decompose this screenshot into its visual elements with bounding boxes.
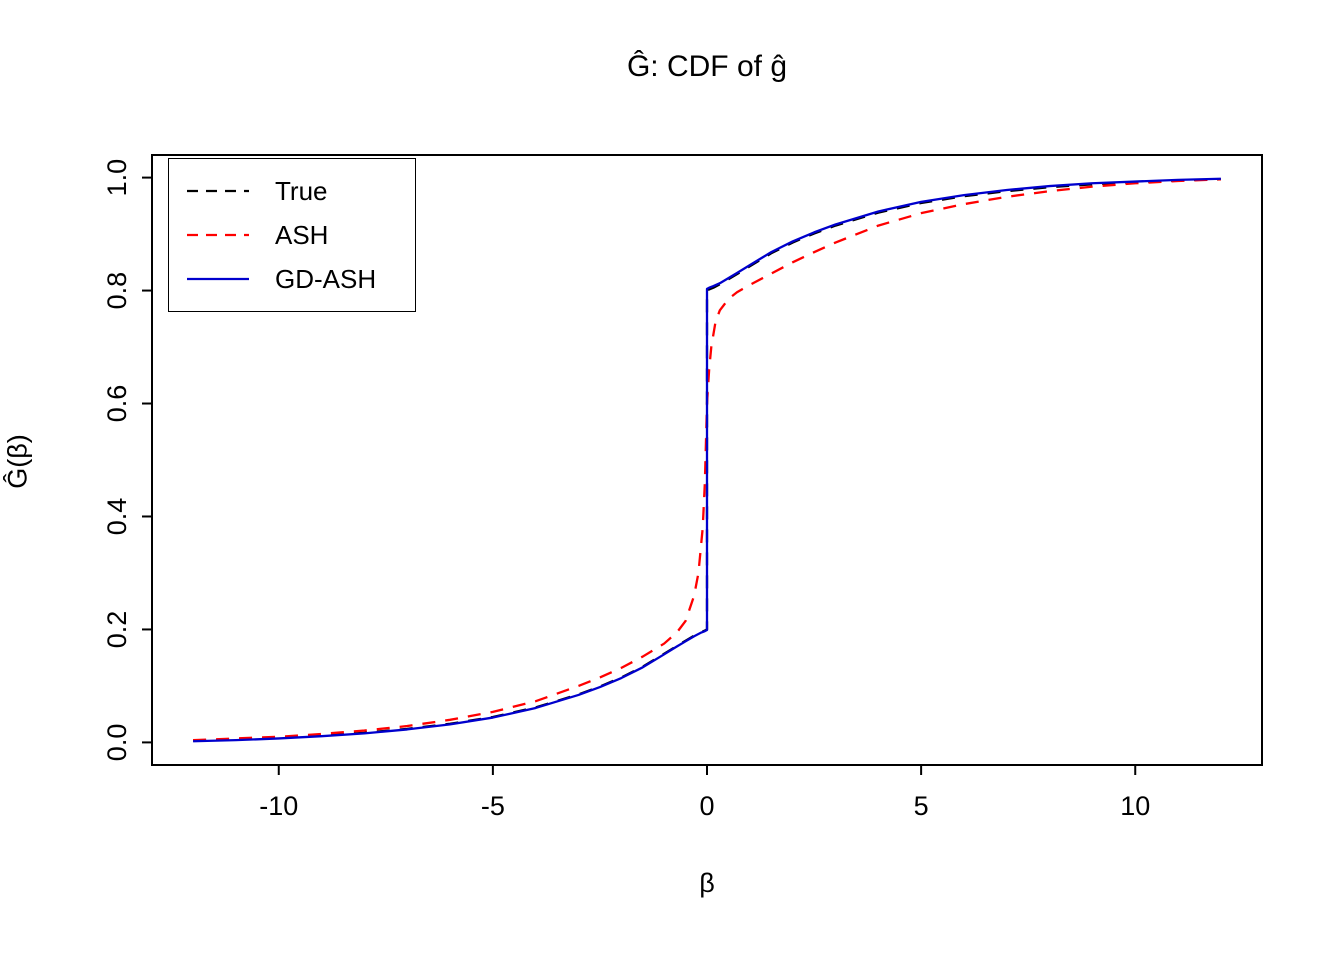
legend-label: GD-ASH [275,263,377,294]
x-tick-label: 5 [914,791,929,821]
y-tick-label: 1.0 [102,159,132,197]
legend-label: True [275,175,328,206]
x-tick-label: -5 [481,791,505,821]
legend-line-sample-true [187,189,249,193]
y-tick-label: 0.6 [102,385,132,423]
y-tick-label: 0.2 [102,611,132,649]
legend-line-sample-gd-ash [187,277,249,281]
x-tick-label: -10 [259,791,298,821]
y-tick-label: 0.8 [102,272,132,310]
legend-line-sample-ash [187,233,249,237]
x-axis-label: β [699,868,715,898]
legend: True ASH GD-ASH [168,158,416,312]
series-line-gd-ash [193,177,1221,743]
y-tick-label: 0.0 [102,724,132,762]
legend-label: ASH [275,219,329,250]
legend-item-ash: ASH [187,213,415,257]
chart-title: Ĝ: CDF of ĝ [626,50,788,83]
legend-item-gd-ash: GD-ASH [187,257,415,301]
y-axis-label: Ĝ(β) [2,434,33,489]
legend-item-true: True [187,169,415,213]
x-tick-label: 10 [1120,791,1150,821]
x-tick-label: 0 [699,791,714,821]
y-tick-label: 0.4 [102,498,132,536]
